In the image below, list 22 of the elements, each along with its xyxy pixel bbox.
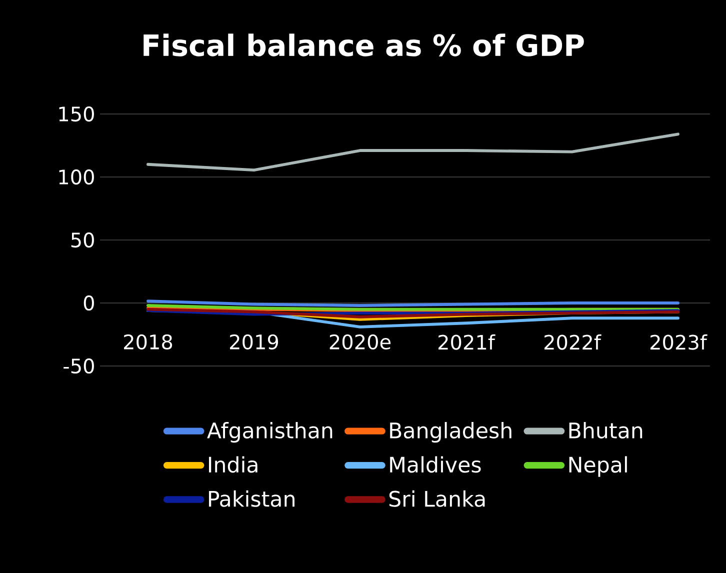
x-tick-label: 2023f: [650, 334, 708, 350]
line-series: [146, 132, 680, 172]
legend-label: Nepal: [569, 456, 627, 477]
legend-label: Bhutan: [569, 422, 642, 438]
x-tick-label: 2022f: [544, 334, 602, 350]
y-tick-label: 0: [84, 295, 94, 311]
y-tick-label: 100: [59, 169, 94, 185]
chart-title: Fiscal balance as % of GDP: [144, 34, 584, 56]
y-tick-label: 150: [59, 106, 94, 122]
x-tick-label: 2019: [230, 334, 278, 350]
x-tick-label: 2021f: [438, 334, 496, 350]
legend-label: India: [209, 456, 258, 473]
y-tick-label: 50: [71, 232, 94, 248]
legend-label: Sri Lanka: [389, 490, 485, 507]
legend-label: Maldives: [390, 456, 481, 473]
x-tick-label: 2020e: [330, 334, 391, 350]
x-tick-label: 2018: [124, 334, 172, 350]
y-tick-label: -50: [64, 358, 94, 374]
legend-label: Bangladesh: [390, 422, 512, 443]
legend-label: Afganisthan: [207, 422, 332, 443]
line-series: [146, 308, 680, 318]
legend-label: Pakistan: [209, 490, 294, 507]
